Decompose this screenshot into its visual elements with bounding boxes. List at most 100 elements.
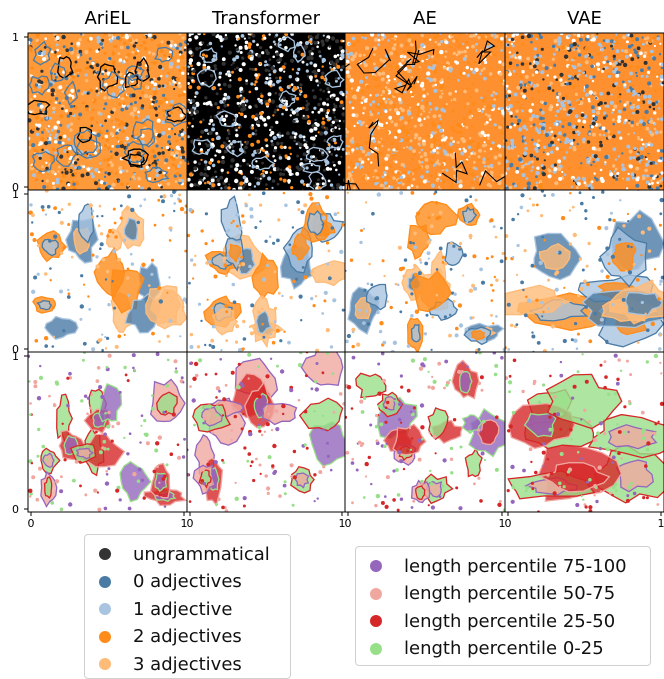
data-point <box>459 247 461 249</box>
data-point <box>644 37 647 40</box>
data-point <box>364 99 368 103</box>
data-point <box>242 413 244 415</box>
data-point <box>523 136 526 139</box>
data-point <box>167 359 170 362</box>
data-point <box>179 130 181 132</box>
data-point <box>659 185 662 188</box>
data-point <box>391 170 394 173</box>
data-point <box>55 381 59 385</box>
data-point <box>126 46 130 50</box>
data-point <box>240 113 244 117</box>
data-point <box>62 90 65 93</box>
data-point <box>646 175 649 178</box>
data-point <box>514 124 517 127</box>
data-point <box>367 282 370 285</box>
data-point <box>439 211 443 215</box>
data-point <box>248 36 251 39</box>
data-point <box>637 214 641 218</box>
data-point <box>232 283 236 287</box>
data-point <box>406 129 409 132</box>
data-point <box>453 98 456 101</box>
data-point <box>465 198 469 202</box>
data-point <box>563 108 566 111</box>
data-point <box>141 104 144 107</box>
data-point <box>552 144 555 147</box>
data-point <box>495 147 499 151</box>
data-point <box>408 146 412 150</box>
data-point <box>535 115 538 118</box>
data-point <box>392 104 396 108</box>
data-point <box>101 47 103 49</box>
data-point <box>70 89 74 93</box>
data-point <box>559 78 563 82</box>
data-point <box>487 104 490 107</box>
data-point <box>563 339 567 343</box>
data-point <box>500 227 503 230</box>
data-point <box>561 303 564 306</box>
data-point <box>433 89 437 93</box>
data-point <box>400 88 403 91</box>
data-point <box>117 334 121 338</box>
data-point <box>261 162 264 165</box>
data-point <box>292 68 294 70</box>
data-point <box>522 469 526 473</box>
data-point <box>492 141 495 144</box>
data-point <box>59 290 63 294</box>
data-point <box>423 110 425 112</box>
data-point <box>402 126 405 129</box>
data-point <box>595 165 598 168</box>
data-point <box>44 37 47 40</box>
data-point <box>392 498 396 502</box>
data-point <box>234 415 237 418</box>
data-point <box>524 63 528 67</box>
data-point <box>579 191 582 194</box>
data-point <box>475 199 478 202</box>
data-point <box>330 60 334 64</box>
legend-label: 0 adjectives <box>133 571 242 592</box>
data-point <box>434 84 437 87</box>
data-point <box>130 253 133 256</box>
data-point <box>104 83 108 87</box>
data-point <box>231 439 233 441</box>
data-point <box>473 482 476 485</box>
data-point <box>541 164 544 167</box>
data-point <box>550 131 553 134</box>
data-point <box>61 208 64 211</box>
data-point <box>56 36 60 40</box>
data-point <box>598 258 602 262</box>
data-point <box>399 310 402 313</box>
data-point <box>251 68 254 71</box>
data-point <box>202 422 205 425</box>
data-point <box>449 142 453 146</box>
data-point <box>231 71 234 74</box>
data-point <box>323 299 326 302</box>
data-point <box>31 475 35 479</box>
data-point <box>168 135 171 138</box>
data-point <box>415 310 419 314</box>
data-point <box>421 149 424 152</box>
data-point <box>405 301 408 304</box>
data-point <box>96 215 98 217</box>
data-point <box>279 339 282 342</box>
data-point <box>628 80 631 83</box>
data-point <box>484 165 487 168</box>
data-point <box>221 115 223 117</box>
data-point <box>646 448 650 452</box>
data-point <box>611 494 614 497</box>
data-point <box>209 119 213 123</box>
data-point <box>629 54 632 57</box>
data-point <box>211 179 215 183</box>
data-point <box>367 322 371 326</box>
data-point <box>58 166 61 169</box>
data-point <box>222 414 224 416</box>
data-point <box>313 184 316 187</box>
data-point <box>648 39 652 43</box>
data-point <box>228 51 232 55</box>
data-point <box>494 53 498 57</box>
data-point <box>509 375 512 378</box>
data-point <box>276 105 279 108</box>
data-point <box>289 136 292 139</box>
data-point <box>568 110 572 114</box>
data-point <box>436 147 439 150</box>
data-point <box>637 176 640 179</box>
